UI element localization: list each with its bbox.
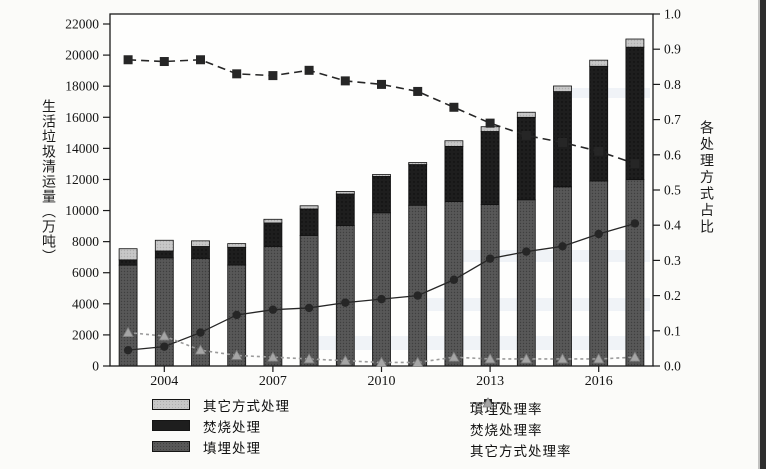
- svg-text:8000: 8000: [72, 234, 99, 249]
- left-axis-title: 生活垃圾清运量（万吨）: [40, 99, 55, 264]
- other-treatment-swatch: [152, 399, 190, 410]
- svg-text:0.1: 0.1: [664, 323, 681, 338]
- right-axis-title: 各处理方式占比: [698, 120, 713, 236]
- svg-text:2013: 2013: [476, 374, 504, 389]
- svg-text:0.6: 0.6: [664, 147, 681, 162]
- legend-item-other-rate: 其它方式处理率: [470, 397, 572, 460]
- legend-label: 填埋处理: [203, 440, 261, 456]
- legend-label: 焚烧处理: [203, 419, 261, 435]
- svg-text:16000: 16000: [65, 110, 99, 125]
- scan-artifact-strip: [758, 0, 766, 469]
- svg-text:0: 0: [92, 359, 99, 374]
- legend-label: 焚烧处理率: [470, 422, 543, 438]
- svg-text:20000: 20000: [65, 48, 99, 63]
- legend-item-landfill: 填埋处理: [152, 436, 290, 457]
- svg-text:2010: 2010: [368, 374, 396, 389]
- svg-text:2007: 2007: [259, 374, 287, 389]
- line-legend: 填埋处理率 焚烧处理率 其它方式处理率: [470, 397, 572, 460]
- svg-text:4000: 4000: [72, 296, 99, 311]
- svg-text:2004: 2004: [150, 374, 178, 389]
- svg-text:0.9: 0.9: [664, 42, 681, 57]
- svg-text:22000: 22000: [65, 17, 99, 32]
- incineration-swatch: [152, 420, 190, 431]
- legend-item-other: 其它方式处理: [152, 394, 290, 415]
- svg-text:0.3: 0.3: [664, 253, 681, 268]
- bar-legend: 其它方式处理 焚烧处理 填埋处理: [152, 394, 290, 457]
- landfill-swatch: [152, 441, 190, 452]
- svg-text:18000: 18000: [65, 79, 99, 94]
- svg-text:0.7: 0.7: [664, 112, 681, 127]
- triangle-marker-line-icon: [470, 397, 506, 408]
- legend-item-incineration-rate: 焚烧处理率: [470, 398, 572, 439]
- svg-text:0.4: 0.4: [664, 218, 681, 233]
- svg-text:10000: 10000: [65, 203, 99, 218]
- svg-text:0.5: 0.5: [664, 183, 681, 198]
- legend-item-incineration: 焚烧处理: [152, 415, 290, 436]
- svg-text:0.2: 0.2: [664, 288, 681, 303]
- legend-label: 其它方式处理: [203, 398, 290, 414]
- svg-text:1.0: 1.0: [664, 7, 681, 22]
- svg-text:2016: 2016: [585, 374, 613, 389]
- svg-text:12000: 12000: [65, 172, 99, 187]
- svg-text:6000: 6000: [72, 265, 99, 280]
- svg-text:0.8: 0.8: [664, 77, 681, 92]
- svg-text:14000: 14000: [65, 141, 99, 156]
- svg-text:2000: 2000: [72, 327, 99, 342]
- svg-text:0.0: 0.0: [664, 359, 681, 374]
- legend-label: 其它方式处理率: [470, 443, 572, 459]
